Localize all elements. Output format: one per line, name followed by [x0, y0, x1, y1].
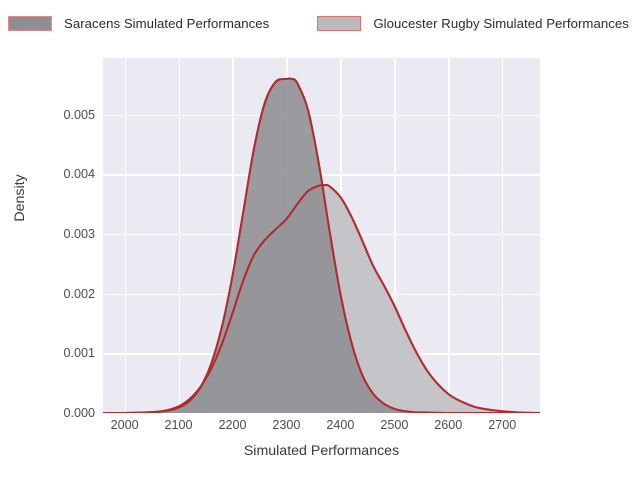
gridline-vertical: [124, 58, 126, 413]
density-fills: [103, 78, 540, 413]
y-tick-label: 0.004: [63, 167, 95, 182]
gridline-vertical: [502, 58, 504, 413]
y-tick-label: 0.001: [63, 346, 95, 361]
x-tick-label: 2300: [272, 418, 301, 432]
x-tick-label: 2600: [434, 418, 463, 432]
density-fill-saracens: [103, 78, 540, 413]
plot-area: [103, 58, 540, 413]
gridline-vertical: [178, 58, 180, 413]
y-tick-labels: 0.000 0.001 0.002 0.003 0.004 0.005: [0, 0, 95, 480]
legend-item-saracens: Saracens Simulated Performances: [8, 15, 270, 31]
y-tick-label: 0.005: [63, 107, 95, 122]
gloucester-swatch: [317, 15, 362, 31]
legend-label-gloucester: Gloucester Rugby Simulated Performances: [373, 15, 629, 31]
density-curves: [103, 77, 540, 413]
chart-legend: Saracens Simulated Performances Gloucest…: [0, 0, 640, 46]
y-tick-label: 0.000: [63, 406, 95, 420]
x-axis-label: Simulated Performances: [243, 443, 400, 459]
density-lines: [103, 77, 540, 413]
gridline-vertical: [394, 58, 396, 413]
y-tick-label: 0.003: [63, 227, 95, 241]
x-tick-label: 2400: [326, 418, 355, 432]
density-line-saracens: [103, 77, 540, 413]
gridline-vertical: [448, 58, 450, 413]
y-axis-label: Density: [12, 174, 28, 222]
x-tick-label: 2500: [380, 418, 409, 432]
x-tick-label: 2000: [110, 418, 139, 432]
y-tick-label: 0.002: [63, 286, 95, 301]
x-tick-label: 2700: [488, 418, 517, 432]
gridline-horizontal: [103, 114, 540, 116]
legend-label-saracens: Saracens Simulated Performances: [64, 15, 270, 31]
saracens-swatch: [8, 15, 52, 31]
gridline-vertical: [232, 58, 234, 413]
x-tick-label: 2100: [164, 418, 193, 432]
x-tick-label: 2200: [218, 418, 247, 432]
legend-item-gloucester: Gloucester Rugby Simulated Performances: [317, 15, 629, 31]
